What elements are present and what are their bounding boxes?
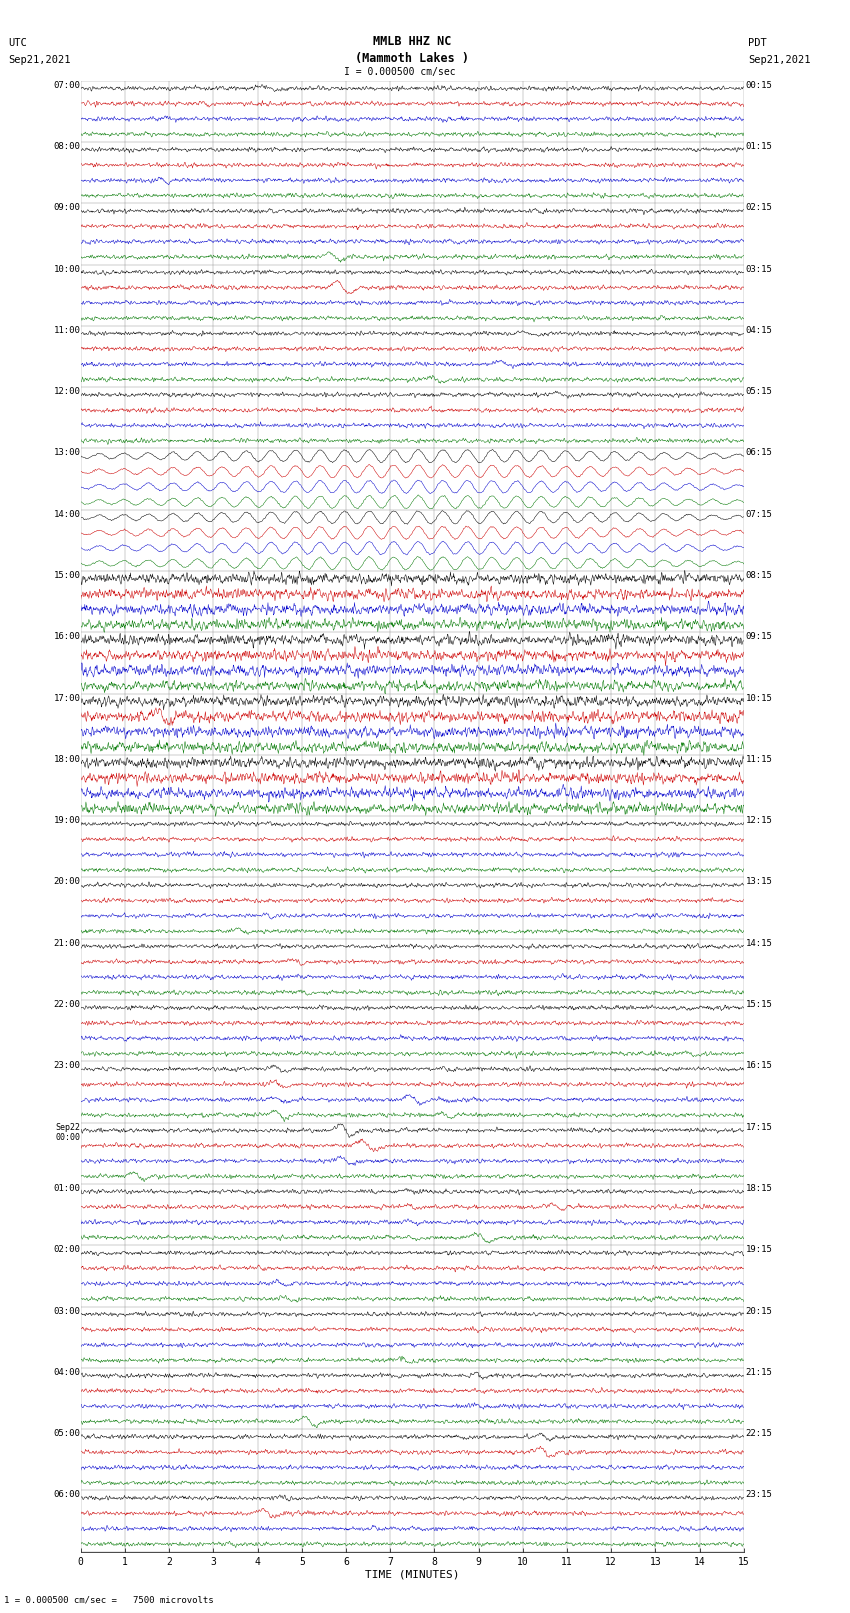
Text: Sep21,2021: Sep21,2021 — [8, 55, 71, 65]
Text: 20:15: 20:15 — [745, 1307, 773, 1316]
Text: 05:15: 05:15 — [745, 387, 773, 397]
Text: 01:15: 01:15 — [745, 142, 773, 152]
Text: 06:00: 06:00 — [54, 1490, 81, 1500]
Text: 12:00: 12:00 — [54, 387, 81, 397]
Text: 16:00: 16:00 — [54, 632, 81, 642]
Text: I = 0.000500 cm/sec: I = 0.000500 cm/sec — [343, 68, 456, 77]
Text: Sep22
00:00: Sep22 00:00 — [55, 1123, 81, 1142]
Text: 10:15: 10:15 — [745, 694, 773, 703]
Text: 16:15: 16:15 — [745, 1061, 773, 1071]
Text: 12:15: 12:15 — [745, 816, 773, 826]
Text: 09:00: 09:00 — [54, 203, 81, 213]
Text: (Mammoth Lakes ): (Mammoth Lakes ) — [355, 52, 469, 65]
Text: 21:00: 21:00 — [54, 939, 81, 948]
Text: 15:00: 15:00 — [54, 571, 81, 581]
Text: 07:00: 07:00 — [54, 81, 81, 90]
X-axis label: TIME (MINUTES): TIME (MINUTES) — [365, 1569, 460, 1579]
Text: 04:15: 04:15 — [745, 326, 773, 336]
Text: 10:00: 10:00 — [54, 265, 81, 274]
Text: 07:15: 07:15 — [745, 510, 773, 519]
Text: 22:15: 22:15 — [745, 1429, 773, 1439]
Text: 02:15: 02:15 — [745, 203, 773, 213]
Text: 13:00: 13:00 — [54, 448, 81, 458]
Text: 11:00: 11:00 — [54, 326, 81, 336]
Text: 19:00: 19:00 — [54, 816, 81, 826]
Text: 03:15: 03:15 — [745, 265, 773, 274]
Text: 04:00: 04:00 — [54, 1368, 81, 1378]
Text: 14:00: 14:00 — [54, 510, 81, 519]
Text: 18:15: 18:15 — [745, 1184, 773, 1194]
Text: 09:15: 09:15 — [745, 632, 773, 642]
Text: 03:00: 03:00 — [54, 1307, 81, 1316]
Text: 1 = 0.000500 cm/sec =   7500 microvolts: 1 = 0.000500 cm/sec = 7500 microvolts — [4, 1595, 214, 1605]
Text: 17:15: 17:15 — [745, 1123, 773, 1132]
Text: 20:00: 20:00 — [54, 877, 81, 887]
Text: 11:15: 11:15 — [745, 755, 773, 765]
Text: 05:00: 05:00 — [54, 1429, 81, 1439]
Text: 01:00: 01:00 — [54, 1184, 81, 1194]
Text: 15:15: 15:15 — [745, 1000, 773, 1010]
Text: 02:00: 02:00 — [54, 1245, 81, 1255]
Text: UTC: UTC — [8, 39, 27, 48]
Text: 22:00: 22:00 — [54, 1000, 81, 1010]
Text: 17:00: 17:00 — [54, 694, 81, 703]
Text: 00:15: 00:15 — [745, 81, 773, 90]
Text: 18:00: 18:00 — [54, 755, 81, 765]
Text: 21:15: 21:15 — [745, 1368, 773, 1378]
Text: MMLB HHZ NC: MMLB HHZ NC — [373, 35, 451, 48]
Text: 06:15: 06:15 — [745, 448, 773, 458]
Text: 23:15: 23:15 — [745, 1490, 773, 1500]
Text: 08:00: 08:00 — [54, 142, 81, 152]
Text: PDT: PDT — [748, 39, 767, 48]
Text: 19:15: 19:15 — [745, 1245, 773, 1255]
Text: 13:15: 13:15 — [745, 877, 773, 887]
Text: 14:15: 14:15 — [745, 939, 773, 948]
Text: 23:00: 23:00 — [54, 1061, 81, 1071]
Text: Sep21,2021: Sep21,2021 — [748, 55, 811, 65]
Text: 08:15: 08:15 — [745, 571, 773, 581]
